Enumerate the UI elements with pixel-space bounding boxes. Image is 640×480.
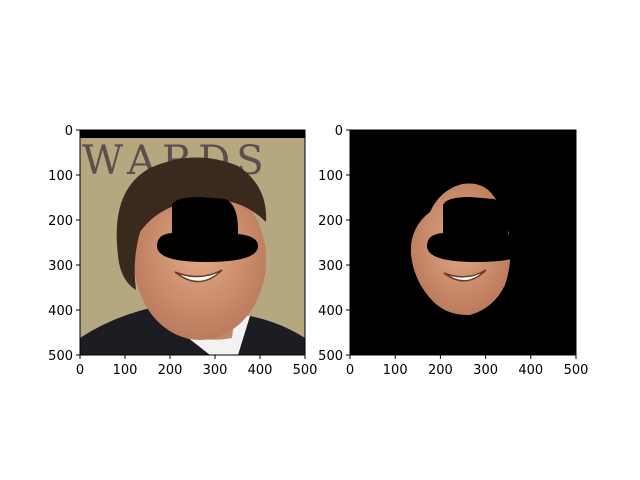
y-tick-label: 300	[48, 259, 73, 274]
x-tick-label: 0	[76, 363, 84, 378]
y-tick-label: 0	[65, 124, 73, 139]
suit-right	[232, 316, 305, 355]
x-tick-label: 500	[293, 363, 318, 378]
x-tick-label: 400	[248, 363, 273, 378]
y-tick-label: 0	[335, 124, 343, 139]
x-tick-label: 300	[203, 363, 228, 378]
y-tick-label: 300	[318, 259, 343, 274]
y-tick-label: 500	[318, 349, 343, 364]
y-tick-label: 200	[318, 214, 343, 229]
right-photo	[350, 130, 576, 355]
suit-left	[80, 308, 215, 355]
y-tick-label: 500	[48, 349, 73, 364]
x-tick-label: 200	[428, 363, 453, 378]
y-tick-label: 200	[48, 214, 73, 229]
y-tick-label: 400	[318, 304, 343, 319]
x-tick-label: 500	[564, 363, 589, 378]
top-black-strip	[80, 130, 305, 138]
x-tick-label: 0	[346, 363, 354, 378]
segment-smile	[443, 269, 487, 282]
y-tick-label: 100	[318, 169, 343, 184]
left-axes-frame	[79, 129, 306, 356]
hair	[116, 157, 267, 290]
y-tick-label: 100	[48, 169, 73, 184]
x-tick-label: 100	[383, 363, 408, 378]
hat-mask-segmented	[427, 197, 528, 262]
y-tick-label: 400	[48, 304, 73, 319]
hat-mask	[157, 197, 258, 262]
smile	[174, 269, 223, 283]
left-photo: WARDS	[80, 130, 305, 355]
x-tick-label: 400	[518, 363, 543, 378]
right-axes-frame	[349, 129, 577, 356]
x-tick-label: 100	[113, 363, 138, 378]
x-tick-label: 300	[473, 363, 498, 378]
x-tick-label: 200	[158, 363, 183, 378]
